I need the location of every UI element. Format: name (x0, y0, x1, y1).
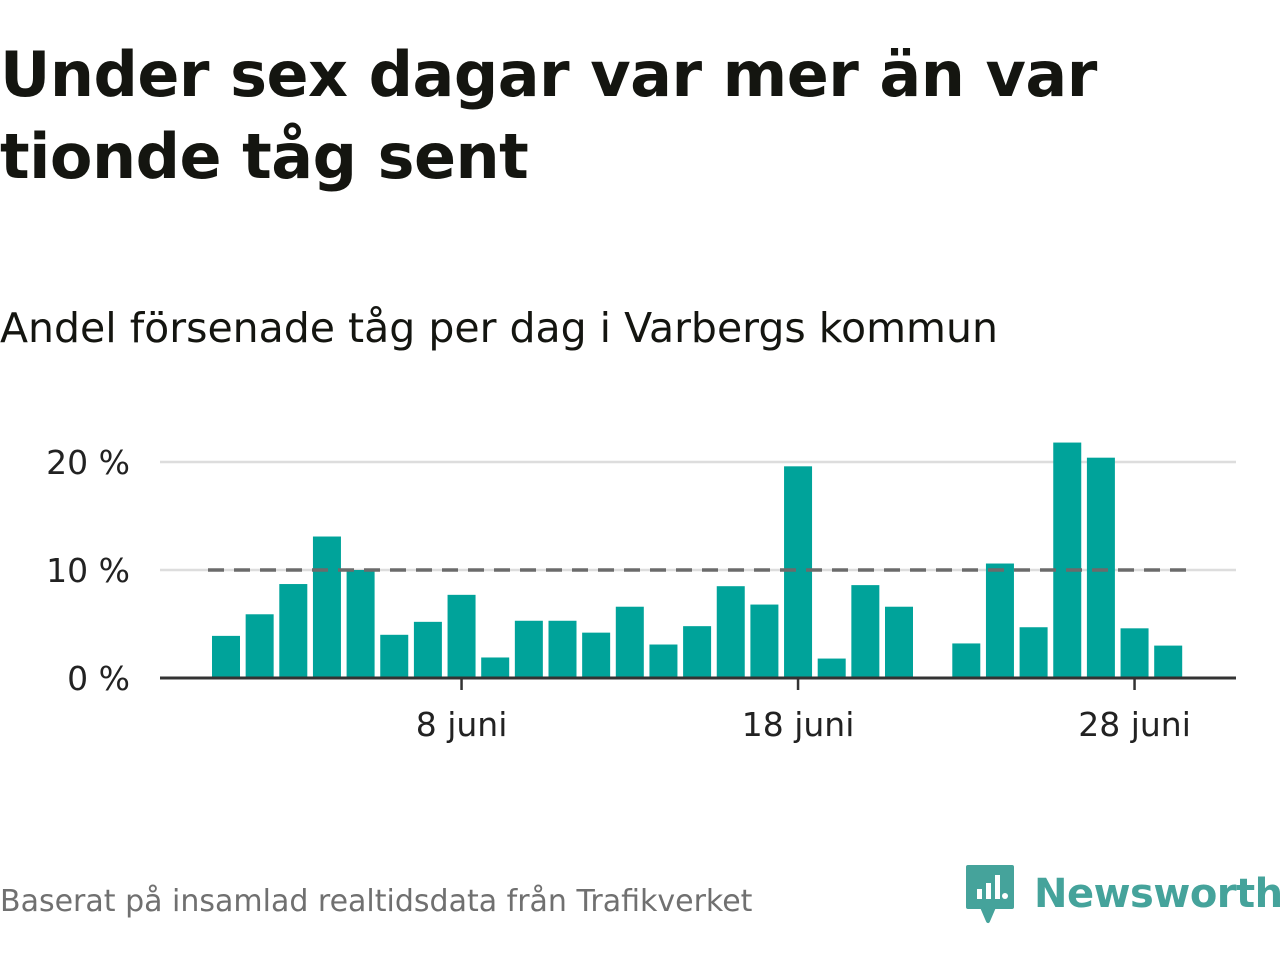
bar (952, 643, 981, 678)
bar (1086, 457, 1115, 678)
bar (346, 570, 375, 678)
brand-name: Newsworthy (1034, 871, 1280, 917)
bar (514, 620, 543, 678)
y-tick-label: 0 % (67, 659, 130, 698)
x-tick-label: 18 juni (742, 705, 855, 744)
bar (615, 606, 644, 678)
chart-title: Under sex dagar var mer än var tionde tå… (0, 38, 1097, 193)
x-tick-label: 8 juni (416, 705, 508, 744)
bar (716, 586, 745, 678)
bar (212, 635, 240, 678)
y-axis-labels: 0 % 10 % 20 % (46, 443, 130, 698)
newsworthy-logo-icon (966, 865, 1014, 923)
bar-chart: 0 % 10 % 20 % 8 juni 18 juni 28 juni (46, 442, 1236, 744)
y-tick-label: 20 % (46, 443, 130, 482)
source-note: Baserat på insamlad realtidsdata från Tr… (0, 884, 753, 919)
bar (985, 563, 1014, 678)
bar (1120, 628, 1149, 678)
bar (548, 620, 577, 678)
bar (885, 606, 913, 678)
bar (784, 466, 813, 678)
x-tick-label: 28 juni (1078, 705, 1191, 744)
bar (582, 632, 611, 678)
y-tick-label: 10 % (46, 551, 130, 590)
brand-logo[interactable]: Newsworthy (964, 862, 1280, 926)
bar (683, 626, 712, 678)
bar (380, 634, 409, 678)
bar (649, 644, 678, 678)
bar (817, 658, 846, 678)
x-axis: 8 juni 18 juni 28 juni (160, 676, 1236, 744)
bar (481, 657, 510, 678)
bar (312, 536, 341, 678)
bar (851, 585, 880, 678)
bar (245, 614, 274, 678)
bar (447, 594, 476, 678)
bars (212, 442, 1183, 678)
bar (1019, 627, 1048, 678)
bar (1053, 442, 1082, 678)
chart-subtitle: Andel försenade tåg per dag i Varbergs k… (0, 304, 998, 352)
bar (1154, 645, 1183, 678)
bar (750, 604, 779, 678)
bar (279, 584, 308, 678)
bar (413, 621, 442, 678)
